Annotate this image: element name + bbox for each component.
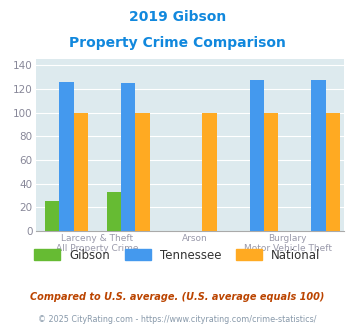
Bar (73, 113, 88, 231)
Text: 2019 Gibson: 2019 Gibson (129, 10, 226, 24)
Bar (59, 82, 73, 231)
Bar (135, 113, 150, 231)
Bar (106, 192, 121, 231)
Bar (250, 80, 264, 231)
Text: © 2025 CityRating.com - https://www.cityrating.com/crime-statistics/: © 2025 CityRating.com - https://www.city… (38, 315, 317, 324)
Bar (45, 201, 59, 231)
Text: Property Crime Comparison: Property Crime Comparison (69, 36, 286, 50)
Legend: Gibson, Tennessee, National: Gibson, Tennessee, National (30, 244, 325, 266)
Bar (326, 113, 340, 231)
Bar (202, 113, 217, 231)
Bar (311, 80, 326, 231)
Bar (121, 83, 135, 231)
Bar (264, 113, 278, 231)
Text: Compared to U.S. average. (U.S. average equals 100): Compared to U.S. average. (U.S. average … (30, 292, 325, 302)
